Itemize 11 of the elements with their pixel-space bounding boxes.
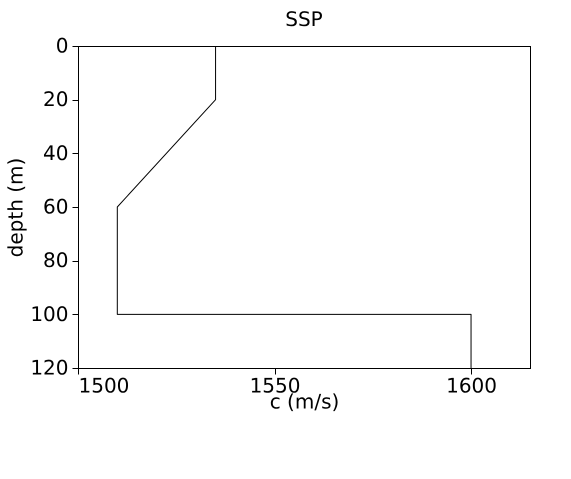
y-tick-label: 100 [30,302,68,326]
y-axis-title: depth (m) [3,158,28,258]
y-tick-label: 120 [30,356,68,380]
chart-title: SSP [285,7,323,31]
y-tick-label: 0 [56,34,68,58]
y-tick-label: 20 [43,87,68,112]
y-tick-label: 40 [43,140,68,165]
x-tick-label: 1500 [78,374,130,398]
y-tick-label: 80 [43,248,68,272]
x-tick-label: 1600 [446,374,497,398]
y-tick-label: 60 [43,194,68,218]
